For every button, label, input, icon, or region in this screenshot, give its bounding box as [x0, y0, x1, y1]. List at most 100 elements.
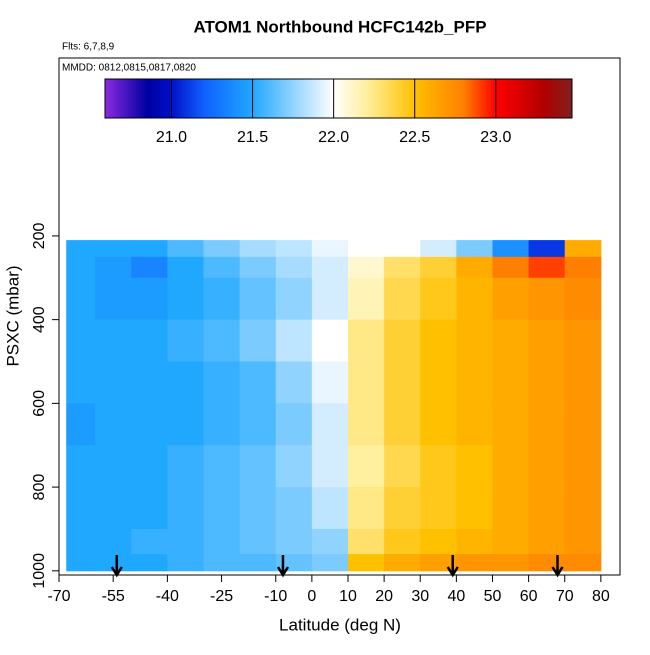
- heat-cell: [528, 528, 566, 555]
- heat-cell: [239, 445, 277, 488]
- heat-cell: [203, 361, 241, 404]
- heat-cell: [275, 319, 313, 363]
- y-tick-label: 800: [31, 474, 48, 501]
- heat-cell: [95, 445, 132, 488]
- heat-cell: [95, 240, 132, 258]
- colorbar-tick-label: 21.0: [156, 129, 187, 146]
- heat-cell: [492, 240, 530, 258]
- heat-cell: [95, 403, 132, 446]
- heat-cell: [384, 528, 421, 555]
- arrow: [551, 555, 564, 578]
- heat-cell: [167, 445, 204, 488]
- heat-cell: [66, 277, 96, 321]
- heat-cell: [203, 277, 241, 321]
- x-tick-label: 50: [484, 588, 502, 605]
- heat-cell: [66, 554, 96, 572]
- heat-cell: [384, 277, 421, 321]
- heat-cell: [420, 403, 457, 446]
- heat-cell: [239, 528, 277, 555]
- heat-cell: [203, 319, 241, 363]
- colorbar-tick-label: 23.0: [480, 129, 511, 146]
- y-tick-label: 200: [31, 222, 48, 249]
- heat-cell: [203, 445, 241, 488]
- heat-cell: [95, 319, 132, 363]
- y-axis-label: PSXC (mbar): [3, 265, 22, 366]
- heat-cell: [347, 554, 385, 572]
- heat-cell: [311, 554, 349, 572]
- x-tick-label: -70: [47, 588, 70, 605]
- heat-cell: [528, 445, 566, 488]
- heat-cell: [167, 240, 204, 258]
- heat-cell: [456, 277, 493, 321]
- heat-cell: [420, 487, 457, 530]
- heat-cell: [456, 256, 493, 279]
- heat-cell: [239, 554, 277, 572]
- heat-cell: [492, 554, 530, 572]
- x-tick-label: 40: [447, 588, 465, 605]
- heat-cell: [564, 319, 602, 363]
- colorbar-tick-label: 22.5: [399, 129, 430, 146]
- heat-cell: [95, 528, 132, 555]
- heat-cell: [420, 240, 457, 258]
- heat-cell: [456, 554, 493, 572]
- y-tick-label: 1000: [31, 553, 48, 589]
- arrow: [276, 555, 290, 578]
- heat-cell: [167, 277, 204, 321]
- arrow: [446, 555, 459, 578]
- plot-frame: [58, 57, 621, 576]
- heat-cell: [239, 361, 277, 404]
- colorbar: [104, 78, 573, 119]
- heat-cell: [131, 240, 168, 258]
- annotation: MMDD: 0812,0815,0817,0820: [62, 63, 196, 74]
- heat-cell: [564, 361, 602, 404]
- heat-cell: [131, 403, 168, 446]
- heat-cell: [131, 319, 168, 363]
- heat-cell: [347, 256, 385, 279]
- heat-cell: [95, 277, 132, 321]
- heat-cell: [492, 277, 530, 321]
- colorbar-tick-label: 21.5: [237, 129, 268, 146]
- heat-cell: [167, 554, 204, 572]
- heat-cell: [131, 528, 168, 555]
- heat-cell: [131, 256, 168, 279]
- heat-cell: [275, 528, 313, 555]
- heat-cell: [384, 361, 421, 404]
- heat-cell: [347, 528, 385, 555]
- heat-cell: [95, 361, 132, 404]
- heat-cell: [347, 319, 385, 363]
- heat-cell: [456, 361, 493, 404]
- heat-cell: [528, 487, 566, 530]
- heat-cell: [131, 445, 168, 488]
- heat-cell: [456, 240, 493, 258]
- x-tick-label: -25: [210, 588, 233, 605]
- heat-cell: [167, 319, 204, 363]
- x-tick-label: 80: [592, 588, 610, 605]
- heat-cell: [275, 256, 313, 279]
- heat-cell: [66, 403, 96, 446]
- x-tick-label: -10: [264, 588, 287, 605]
- x-tick-label: -40: [156, 588, 179, 605]
- heat-cell: [528, 256, 566, 279]
- heat-cell: [131, 277, 168, 321]
- heat-cell: [347, 240, 385, 258]
- heat-cell: [275, 361, 313, 404]
- heat-cell: [528, 361, 566, 404]
- heat-cell: [528, 403, 566, 446]
- heat-cell: [239, 487, 277, 530]
- heat-cell: [203, 487, 241, 530]
- heat-cell: [311, 361, 349, 404]
- heat-cell: [528, 319, 566, 363]
- heat-cell: [311, 319, 349, 363]
- heat-cell: [347, 487, 385, 530]
- heat-cell: [239, 277, 277, 321]
- heat-cell: [66, 319, 96, 363]
- heat-cell: [564, 240, 602, 258]
- heat-cell: [492, 445, 530, 488]
- arrow: [110, 555, 123, 578]
- heat-cell: [420, 361, 457, 404]
- x-tick-label: 10: [339, 588, 357, 605]
- heat-cell: [203, 240, 241, 258]
- x-tick-label: 20: [375, 588, 393, 605]
- heat-cell: [239, 319, 277, 363]
- heat-cell: [347, 361, 385, 404]
